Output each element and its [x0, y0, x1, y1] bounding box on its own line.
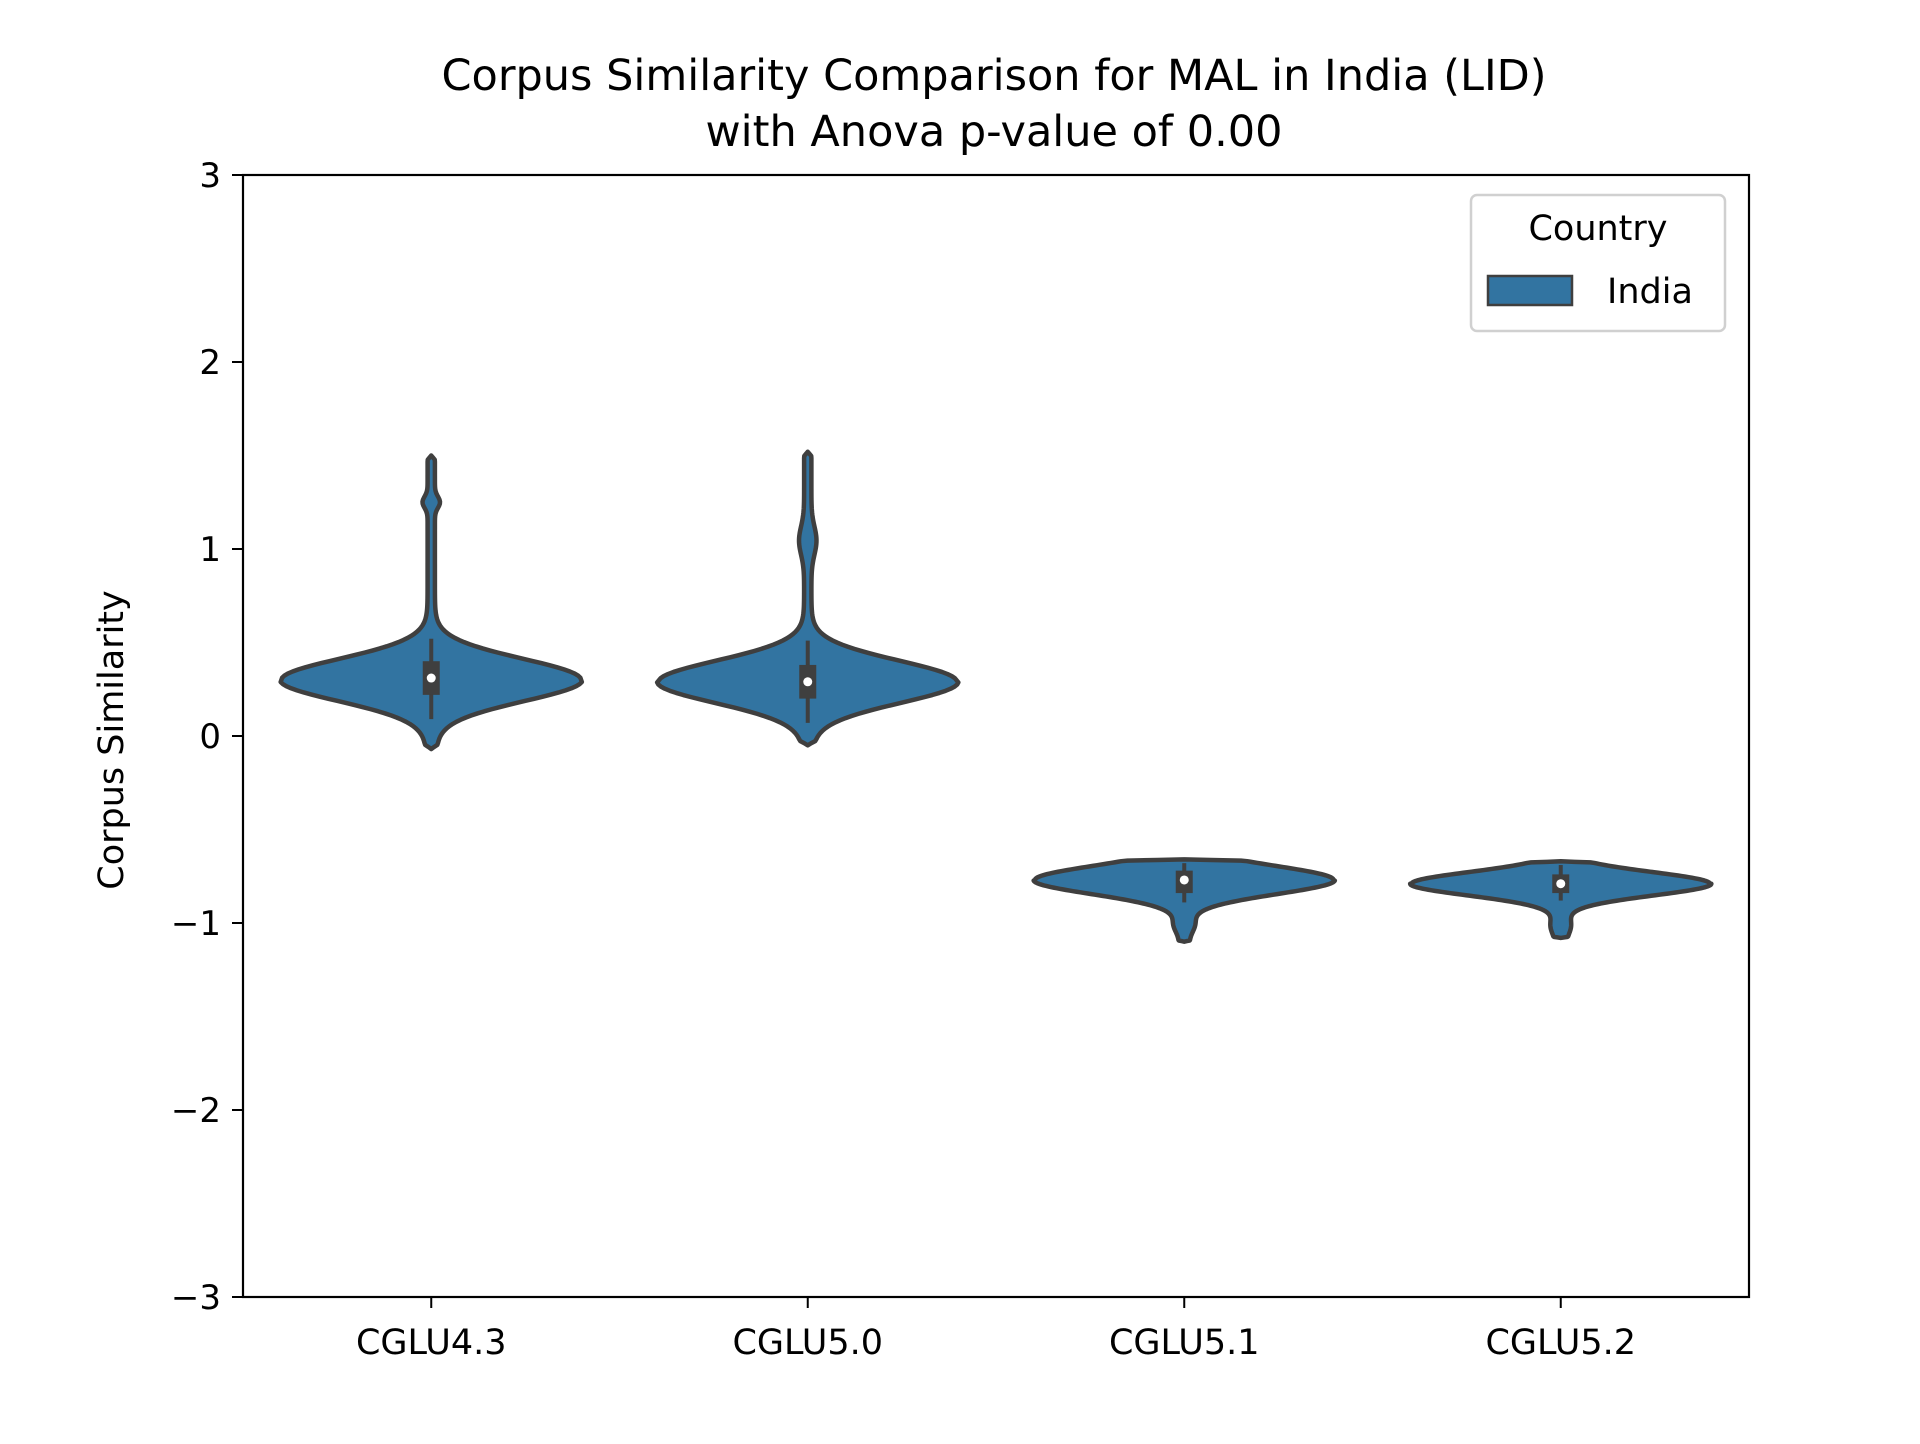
legend-swatch-india	[1486, 274, 1574, 307]
y-tick-label: 0	[199, 717, 221, 757]
violin-CGLU5.0	[654, 449, 961, 748]
plot-area: 3 2 1 0 −1 −2 −3 CGLU4.3 CGLU5.0 CGLU5.1 CGLU5.2 Co…	[171, 156, 1751, 1363]
chart-title-line-1: Corpus Similarity Comparison for MAL in …	[441, 51, 1546, 101]
chart-title-line-2: with Anova p-value of 0.00	[706, 107, 1283, 157]
x-tick-label: CGLU5.1	[1109, 1323, 1260, 1363]
y-tick-label: −2	[171, 1091, 221, 1131]
median-point-CGLU4.3	[426, 673, 436, 683]
y-axis-label: Corpus Similarity	[92, 590, 132, 889]
violin-CGLU4.3	[278, 453, 585, 752]
median-point-CGLU5.0	[803, 677, 813, 687]
y-tick-label: 1	[199, 530, 221, 570]
x-tick-label: CGLU4.3	[356, 1323, 507, 1363]
y-tick-label: 3	[199, 156, 221, 196]
legend-title: Country	[1528, 209, 1667, 249]
x-tick-label: CGLU5.0	[732, 1323, 883, 1363]
legend-label-india: India	[1607, 272, 1693, 312]
y-tick-label: −3	[171, 1278, 221, 1318]
median-point-CGLU5.2	[1556, 879, 1566, 889]
y-tick-label: 2	[199, 343, 221, 383]
median-point-CGLU5.1	[1179, 875, 1189, 885]
y-tick-label: −1	[171, 904, 221, 944]
x-tick-label: CGLU5.2	[1485, 1323, 1636, 1363]
